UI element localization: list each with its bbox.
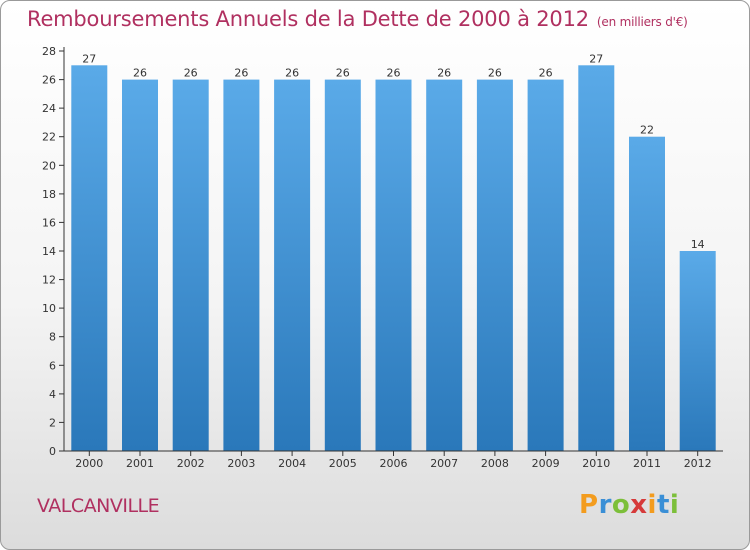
logo-letter: x [630,490,648,520]
axis-group: 2000 2001 2002 2003 2004 2005 2006 2007 2008 2009… [42,45,723,470]
data-label-2001: 26 [133,67,147,80]
bar-2006 [375,79,412,451]
x-tick-label-2007: 2007 [430,457,458,470]
x-tick-label-2006: 2006 [380,457,408,470]
y-tick-label-28: 28 [42,45,56,58]
bar-2003 [223,79,260,451]
y-tick-label-2: 2 [49,416,56,429]
data-label-2002: 26 [184,67,198,80]
proxiti-logo: Proxiti [579,490,679,520]
data-label-2012: 14 [691,238,705,251]
bar-2009 [527,79,564,451]
bar-2011 [629,136,665,451]
data-label-2007: 26 [437,67,451,80]
data-label-2011: 22 [640,124,654,137]
y-tick-label-0: 0 [49,445,56,458]
data-label-2000: 27 [82,52,96,65]
x-tick-label-2011: 2011 [633,457,661,470]
data-label-2010: 27 [589,52,603,65]
bar-2008 [476,79,513,451]
city-name: VALCANVILLE [37,495,160,517]
logo-letter: i [669,490,680,520]
bar-2000 [71,65,108,452]
y-tick-label-24: 24 [42,102,56,115]
x-tick-label-2003: 2003 [227,457,255,470]
bar-2012 [679,251,716,451]
bar-2002 [172,79,209,451]
data-label-2006: 26 [387,67,401,80]
y-tick-label-14: 14 [42,245,56,258]
y-tick-label-20: 20 [42,159,56,172]
logo-letter: o [611,490,631,520]
logo-letter: t [656,490,670,520]
data-label-2004: 26 [285,67,299,80]
data-label-2005: 26 [336,67,350,80]
y-tick-label-16: 16 [42,216,56,229]
chart-unit: (en milliers d'€) [596,15,688,29]
y-tick-label-8: 8 [49,331,56,344]
bar-2007 [426,79,463,451]
x-tick-label-2001: 2001 [126,457,154,470]
chart-title: Remboursements Annuels de la Dette de 20… [27,7,688,31]
data-label-2003: 26 [234,67,248,80]
data-label-2008: 26 [488,67,502,80]
bar-2005 [324,79,361,451]
bars-group: 27 26 26 26 26 26 26 26 26 26 27 22 14 [71,52,716,452]
y-tick-label-22: 22 [42,131,56,144]
logo-letter: r [598,490,612,520]
logo-letter: i [647,490,657,520]
x-tick-label-2005: 2005 [329,457,357,470]
x-tick-label-2008: 2008 [481,457,509,470]
bar-2001 [122,79,158,451]
x-tick-label-2000: 2000 [75,457,103,470]
bar-2004 [274,79,311,451]
x-tick-label-2010: 2010 [582,457,610,470]
data-label-2009: 26 [539,67,553,80]
y-tick-label-4: 4 [49,388,56,401]
y-tick-label-10: 10 [42,302,56,315]
x-tick-label-2012: 2012 [684,457,712,470]
bar-2010 [578,65,615,452]
y-tick-label-6: 6 [49,359,56,372]
x-tick-label-2004: 2004 [278,457,306,470]
chart-title-text: Remboursements Annuels de la Dette de 20… [27,7,589,31]
logo-letter: P [579,490,599,520]
y-tick-label-12: 12 [42,274,56,287]
x-tick-label-2009: 2009 [532,457,560,470]
y-tick-label-26: 26 [42,74,56,87]
x-tick-label-2002: 2002 [177,457,205,470]
y-tick-label-18: 18 [42,188,56,201]
